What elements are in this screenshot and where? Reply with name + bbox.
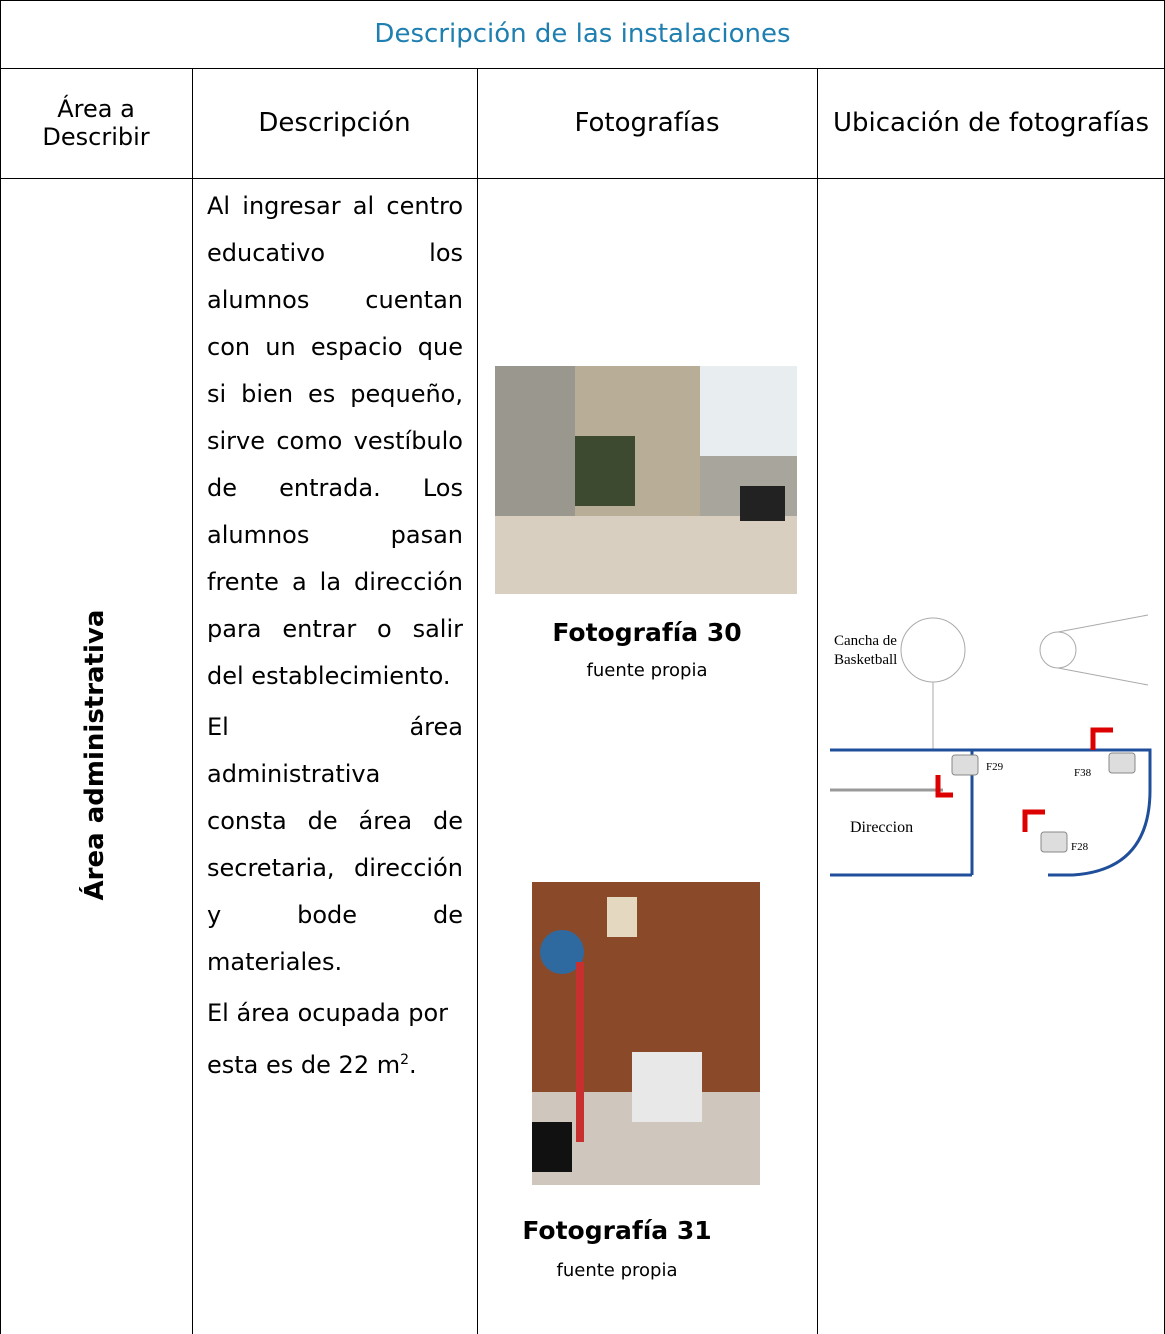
- border: [817, 68, 818, 1334]
- column-header: Ubicación de fotografías: [832, 108, 1150, 138]
- map-marker: F29: [986, 761, 1004, 773]
- border: [0, 178, 1165, 179]
- area-label: Área administrativa: [80, 609, 110, 901]
- border: [192, 68, 193, 1334]
- column-header: Área a Describir: [42, 95, 150, 151]
- border: [0, 68, 1165, 69]
- map-marker: F38: [1074, 767, 1092, 779]
- description: Al ingresar al centro educativo los alum…: [207, 183, 463, 1093]
- photo-caption: Fotografía 30: [552, 618, 742, 647]
- location-map: Cancha de Basketball Direccion F29 F38 F…: [830, 614, 1152, 877]
- photo: [532, 882, 760, 1185]
- paragraph: El área ocupada por esta es de 22 m2.: [207, 990, 463, 1089]
- map-label: Cancha de: [834, 633, 897, 649]
- text: .: [409, 1051, 417, 1079]
- photo-source: fuente propia: [556, 1260, 678, 1281]
- table-title: Descripción de las instalaciones: [374, 19, 791, 49]
- border: [0, 0, 1165, 1]
- border: [477, 68, 478, 1334]
- map-marker: F28: [1071, 841, 1089, 853]
- paragraph: Al ingresar al centro educativo los alum…: [207, 192, 463, 690]
- photo: [495, 366, 797, 594]
- map-label: Basketball: [834, 652, 897, 668]
- superscript: 2: [400, 1052, 410, 1068]
- column-header: Fotografías: [574, 108, 720, 138]
- column-header: Descripción: [258, 108, 411, 138]
- photo-source: fuente propia: [586, 660, 708, 681]
- border: [0, 0, 1, 1334]
- paragraph: El área administrativa consta de área de…: [207, 713, 463, 976]
- photo-caption: Fotografía 31: [522, 1216, 712, 1245]
- text: El área ocupada por esta es de 22 m: [207, 999, 448, 1079]
- map-label: Direccion: [850, 819, 913, 836]
